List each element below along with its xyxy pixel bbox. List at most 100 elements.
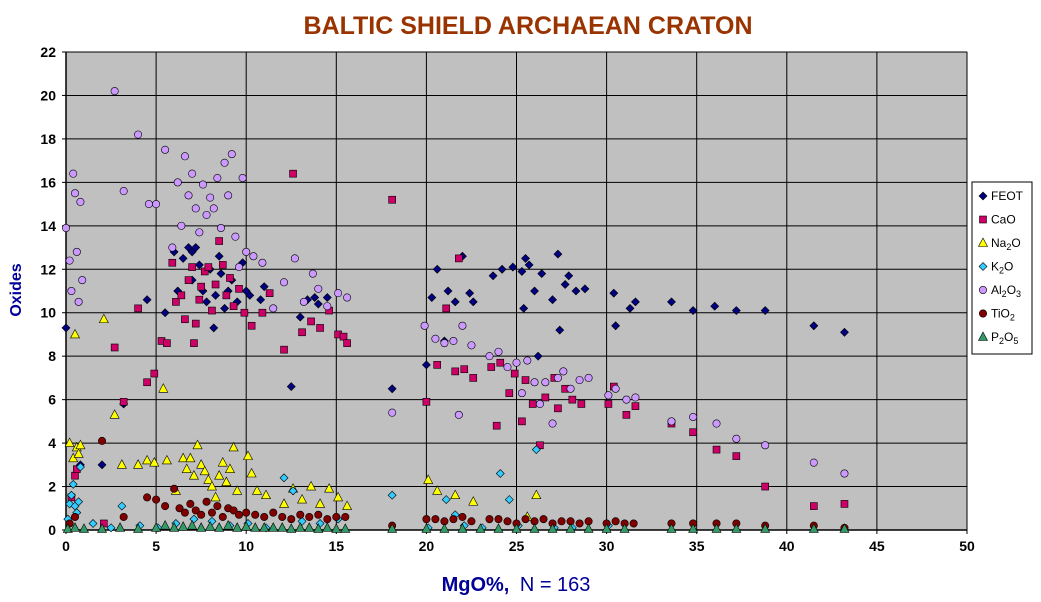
data-point-cao [518,417,526,426]
legend-item-cao: CaO [979,213,1016,227]
y-tick-label: 10 [40,305,56,321]
data-point-al2o3 [517,389,526,398]
data-point-cao [247,321,256,330]
data-point-na2o [261,489,272,500]
data-point-al2o3 [258,258,267,267]
legend-label: Al2O3 [991,283,1021,299]
data-point-feot [580,284,590,294]
data-point-feot [731,306,741,315]
data-point-al2o3 [280,278,289,287]
data-point-p2o5 [268,522,279,532]
x-tick-label: 30 [599,538,615,554]
data-point-tio2 [180,508,189,517]
legend-marker-al2o3 [978,285,987,294]
data-point-cao [222,291,231,300]
data-point-tio2 [170,484,179,493]
data-point-cao [110,343,119,352]
data-point-p2o5 [277,522,288,532]
data-point-tio2 [161,502,170,511]
x-tick-label: 35 [689,538,705,554]
y-tick-label: 8 [48,348,56,364]
data-point-tio2 [467,517,476,526]
data-point-tio2 [143,493,152,502]
x-tick-label: 0 [62,538,70,554]
data-point-na2o [70,328,81,339]
data-point-al2o3 [604,391,613,400]
legend: FEOT CaO Na2O K2O Al2O3 TiO2 P2O5 [971,181,1033,355]
data-point-cao [541,393,550,402]
data-point-cao [218,261,227,269]
data-point-p2o5 [169,522,180,532]
data-point-al2o3 [227,150,236,159]
data-point-p2o5 [565,523,576,533]
data-point-al2o3 [209,204,218,213]
data-point-cao [496,358,505,367]
data-point-na2o [252,485,263,495]
data-point-p2o5 [250,522,261,532]
data-point-al2o3 [188,169,197,178]
data-point-cao [204,263,213,271]
data-point-al2o3 [65,256,74,265]
data-point-cao [631,402,640,410]
data-point-cao [510,369,519,378]
data-point-feot [688,306,698,315]
data-point-cao [163,339,171,347]
data-point-al2o3 [454,410,463,419]
data-point-cao [568,395,577,404]
data-point-al2o3 [559,367,568,376]
data-point-cao [712,445,721,454]
data-point-na2o [243,450,254,460]
data-point-p2o5 [62,523,73,533]
data-point-tio2 [251,510,260,519]
data-point-feot [564,271,574,281]
data-point-al2o3 [161,145,170,154]
data-point-tio2 [521,515,530,524]
data-point-al2o3 [184,191,193,200]
data-point-cao [451,367,460,376]
data-point-al2o3 [234,263,243,272]
data-point-p2o5 [160,520,171,530]
data-point-cao [119,398,128,406]
y-tick-label: 20 [40,87,56,103]
data-point-feot [427,293,437,302]
data-point-al2o3 [110,87,119,96]
data-point-al2o3 [553,373,562,382]
data-point-al2o3 [458,321,467,330]
x-tick-label: 20 [419,538,435,554]
data-point-na2o [224,463,235,473]
data-point-na2o [531,489,542,500]
data-point-al2o3 [611,384,620,393]
data-point-al2o3 [689,413,698,422]
data-point-na2o [228,441,239,452]
data-point-cao [316,324,324,332]
legend-marker-k2o [978,262,988,271]
data-point-tio2 [557,517,566,526]
data-point-p2o5 [331,523,342,533]
data-point-cao [229,302,238,311]
data-point-p2o5 [493,523,504,533]
data-point-feot [571,286,581,296]
data-point-p2o5 [529,523,540,533]
legend-item-al2o3: Al2O3 [978,283,1021,299]
legend-item-tio2: TiO2 [978,307,1015,323]
data-point-p2o5 [511,523,522,533]
data-point-tio2 [431,515,440,524]
data-point-p2o5 [187,520,198,530]
data-point-al2o3 [575,376,584,385]
data-point-cao [184,276,193,284]
data-point-feot [508,262,518,272]
data-point-cao [469,374,478,382]
data-point-feot [209,323,219,333]
data-point-tio2 [422,515,431,524]
data-point-al2o3 [388,408,397,417]
data-point-feot [142,295,152,305]
data-point-na2o [181,463,192,473]
legend-label: Na2O [991,236,1021,252]
data-point-p2o5 [295,522,306,532]
data-point-cao [505,389,514,397]
data-point-al2o3 [224,191,233,200]
data-point-na2o [450,489,461,500]
data-point-cao [339,332,348,341]
data-point-na2o [468,496,479,506]
data-point-feot [667,297,676,307]
